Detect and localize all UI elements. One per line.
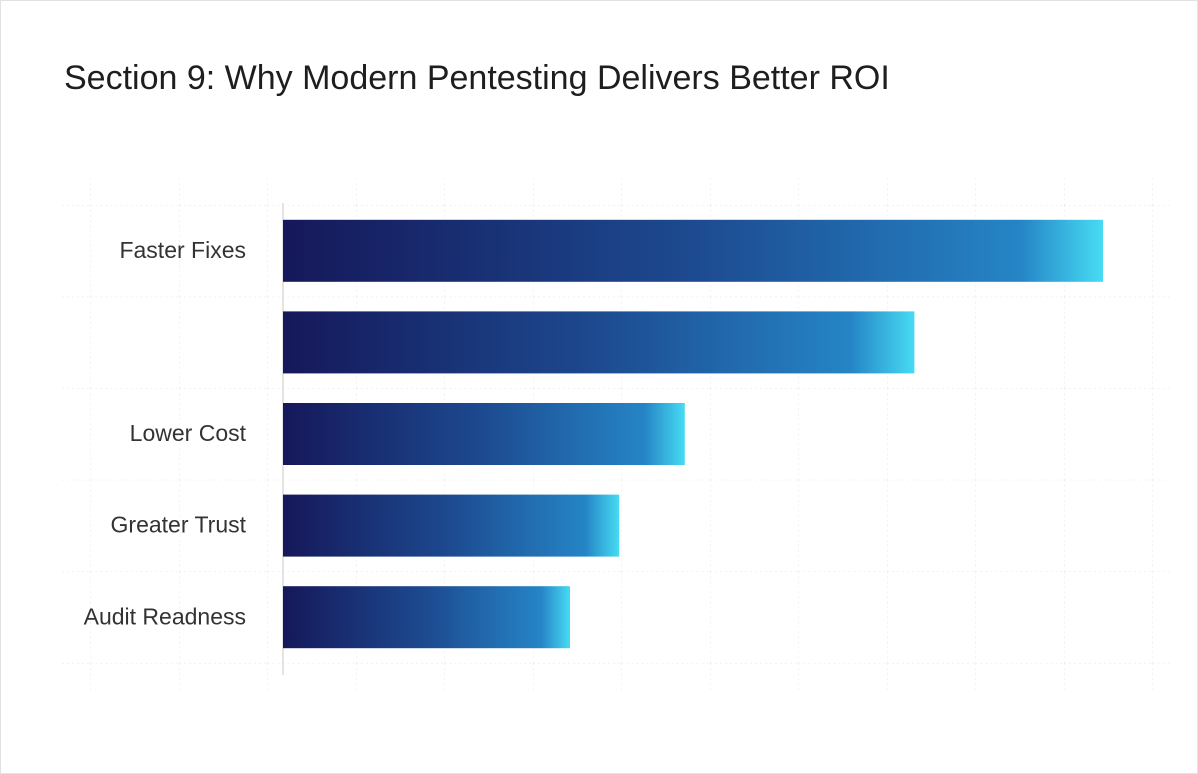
bar xyxy=(283,219,1103,282)
bar xyxy=(283,311,915,374)
y-tick-label: Faster Fixes xyxy=(119,237,246,263)
y-tick-label: Audit Readness xyxy=(84,603,246,629)
y-tick-label: Lower Cost xyxy=(130,420,247,446)
bar xyxy=(283,586,570,649)
y-tick-label: Greater Trust xyxy=(111,512,247,538)
chart-title: Section 9: Why Modern Pentesting Deliver… xyxy=(64,59,890,97)
bar xyxy=(283,494,620,557)
bar xyxy=(283,403,685,465)
